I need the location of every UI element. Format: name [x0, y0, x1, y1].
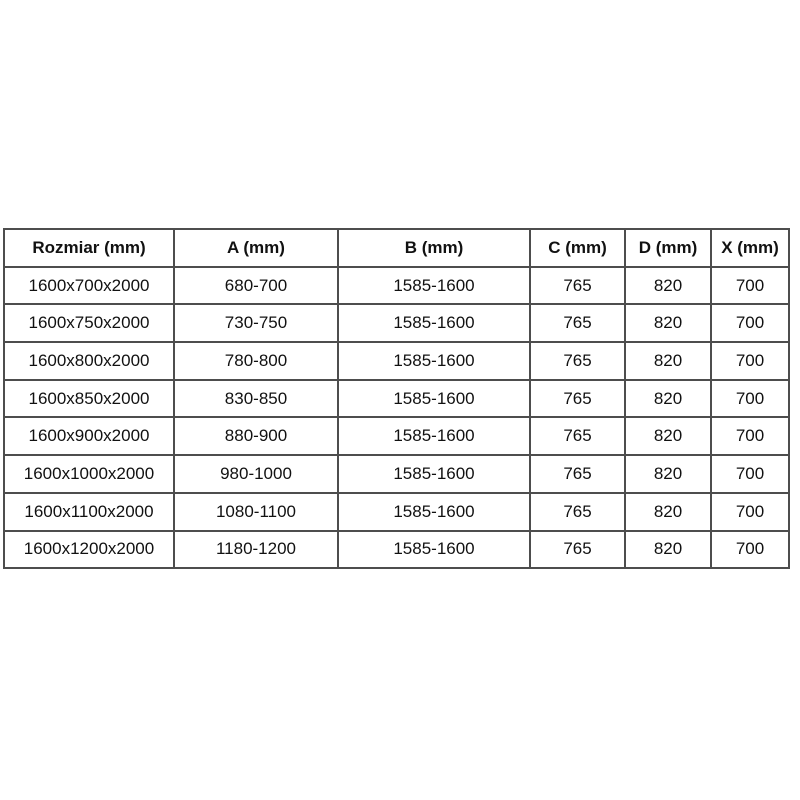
table-cell: 820 [624, 378, 712, 419]
table-cell: 1600x700x2000 [3, 265, 175, 306]
table-cell: 765 [529, 491, 626, 532]
table-cell: 1600x900x2000 [3, 416, 175, 457]
table-cell: 820 [624, 303, 712, 344]
table-cell: 780-800 [173, 341, 339, 381]
table-cell: 880-900 [173, 416, 339, 457]
table-cell: 1585-1600 [337, 416, 531, 457]
table-cell: 1585-1600 [337, 454, 531, 494]
table-cell: 700 [710, 265, 790, 306]
table-row: 1600x1100x2000 1080-1100 1585-1600 765 820 70… [3, 491, 790, 532]
table-cell: 700 [710, 416, 790, 457]
table-row: 1600x700x2000 680-700 1585-1600 765 820 700 [3, 265, 790, 306]
table-cell: 820 [624, 416, 712, 457]
table-cell: 1600x1200x2000 [3, 529, 175, 570]
table-cell: 1600x750x2000 [3, 303, 175, 344]
table-row: 1600x1200x2000 1180-1200 1585-1600 765 820 70… [3, 529, 790, 570]
table-header: Rozmiar (mm) A (mm) B (mm) C (mm) D (mm) X (m… [3, 228, 790, 268]
table-body: 1600x700x2000 680-700 1585-1600 765 820 700 16… [3, 265, 790, 570]
table-row: 1600x850x2000 830-850 1585-1600 765 820 700 [3, 378, 790, 419]
size-spec-table: Rozmiar (mm) A (mm) B (mm) C (mm) D (mm) X (m… [3, 228, 790, 570]
table-cell: 1600x850x2000 [3, 378, 175, 419]
table-cell: 700 [710, 454, 790, 494]
table-cell: 1585-1600 [337, 378, 531, 419]
column-header: A (mm) [173, 228, 339, 268]
column-header: D (mm) [624, 228, 712, 268]
table-cell: 820 [624, 491, 712, 532]
table-cell: 765 [529, 529, 626, 570]
table-cell: 820 [624, 454, 712, 494]
table-cell: 765 [529, 378, 626, 419]
table-cell: 700 [710, 341, 790, 381]
table-cell: 1585-1600 [337, 265, 531, 306]
table-cell: 1585-1600 [337, 491, 531, 532]
table-cell: 820 [624, 265, 712, 306]
table-cell: 1600x800x2000 [3, 341, 175, 381]
table-cell: 1180-1200 [173, 529, 339, 570]
column-header: C (mm) [529, 228, 626, 268]
table-cell: 680-700 [173, 265, 339, 306]
table-cell: 1080-1100 [173, 491, 339, 532]
header-row: Rozmiar (mm) A (mm) B (mm) C (mm) D (mm) X (m… [3, 228, 790, 268]
table-cell: 765 [529, 341, 626, 381]
column-header: B (mm) [337, 228, 531, 268]
table-cell: 1600x1000x2000 [3, 454, 175, 494]
column-header: Rozmiar (mm) [3, 228, 175, 268]
table-cell: 1600x1100x2000 [3, 491, 175, 532]
table-cell: 1585-1600 [337, 303, 531, 344]
table-cell: 820 [624, 341, 712, 381]
table-row: 1600x1000x2000 980-1000 1585-1600 765 820 700 [3, 454, 790, 494]
table-cell: 765 [529, 416, 626, 457]
table-cell: 830-850 [173, 378, 339, 419]
table-cell: 700 [710, 529, 790, 570]
column-header: X (mm) [710, 228, 790, 268]
table-cell: 700 [710, 303, 790, 344]
table-cell: 765 [529, 454, 626, 494]
table-cell: 980-1000 [173, 454, 339, 494]
table-row: 1600x900x2000 880-900 1585-1600 765 820 700 [3, 416, 790, 457]
table-cell: 1585-1600 [337, 341, 531, 381]
table-cell: 700 [710, 491, 790, 532]
table-cell: 1585-1600 [337, 529, 531, 570]
table-cell: 765 [529, 265, 626, 306]
table-cell: 730-750 [173, 303, 339, 344]
table-cell: 765 [529, 303, 626, 344]
table-row: 1600x750x2000 730-750 1585-1600 765 820 700 [3, 303, 790, 344]
table-cell: 820 [624, 529, 712, 570]
table-cell: 700 [710, 378, 790, 419]
table-row: 1600x800x2000 780-800 1585-1600 765 820 700 [3, 341, 790, 381]
